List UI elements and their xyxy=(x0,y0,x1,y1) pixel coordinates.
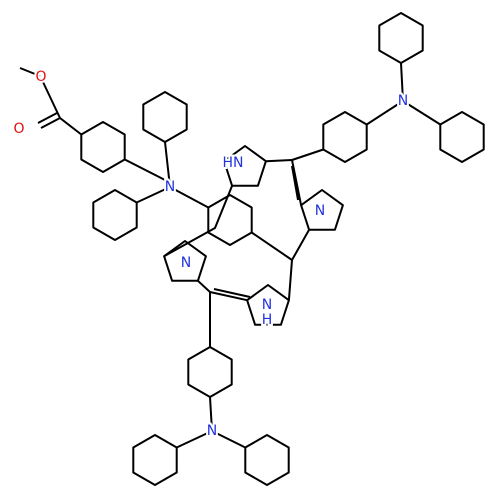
bond xyxy=(163,159,310,302)
phenyl-ring xyxy=(244,434,290,486)
atom-labels: O O N HN N N N H N N xyxy=(11,67,410,441)
phenyl-ring xyxy=(187,346,233,398)
pyrrole-ring xyxy=(300,189,344,231)
bond xyxy=(136,141,293,261)
bond xyxy=(176,292,246,449)
atom-label: N xyxy=(165,179,175,195)
phenyl-ring xyxy=(132,434,178,486)
phenyl-ring xyxy=(80,121,126,173)
phenyl-ring xyxy=(142,91,188,143)
phenyl-ring xyxy=(207,194,253,246)
atom-label: HN xyxy=(223,155,244,171)
bonds xyxy=(19,12,485,486)
atom-label: H xyxy=(262,312,273,328)
atom-label: O xyxy=(13,121,24,137)
atom-label: N xyxy=(398,93,408,109)
phenyl-ring xyxy=(322,111,368,163)
atom-label: N xyxy=(181,255,191,271)
bond xyxy=(19,67,166,181)
phenyl-ring xyxy=(92,189,138,241)
atom-label: N xyxy=(262,297,272,313)
pyrrole-ring xyxy=(246,284,290,326)
bond xyxy=(291,62,441,161)
phenyl-ring xyxy=(378,12,424,64)
atom-label: O xyxy=(35,69,46,85)
phenyl-ring xyxy=(439,111,485,163)
pyrrole-ring xyxy=(223,145,267,187)
atom-label: N xyxy=(207,423,217,439)
atom-label: N xyxy=(315,203,325,219)
